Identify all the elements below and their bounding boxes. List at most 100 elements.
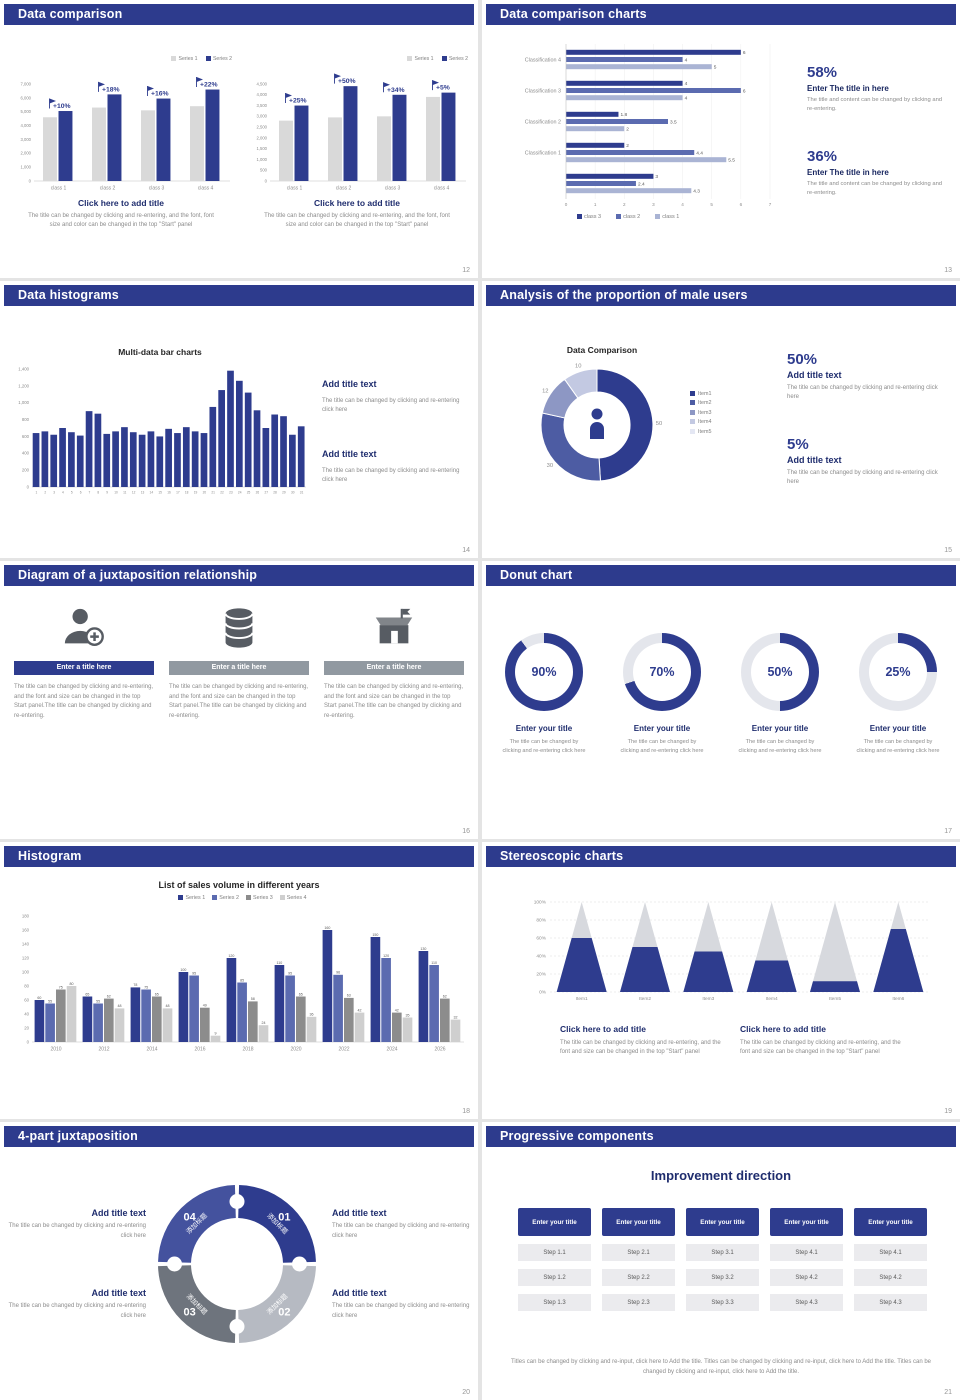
svg-text:class 3: class 3 (385, 186, 401, 192)
grouped-bar-chart: 0 20 40 60 80 100 120 140 160 180 60 55 75 80 2010 65 55… (10, 904, 468, 1056)
svg-text:Classification 2: Classification 2 (525, 119, 561, 125)
svg-text:class 4: class 4 (434, 186, 450, 192)
slide-14[interactable]: Data histograms Multi-data bar charts 0 2… (0, 280, 478, 559)
block-desc: The title can be changed by clicking and… (322, 397, 460, 414)
svg-text:10: 10 (575, 363, 581, 369)
gauge-percent: 25% (869, 643, 927, 702)
step-cell: Step 1.1 (518, 1244, 591, 1262)
bar-chart: 0 200 400 600 800 1,000 1,200 1,400 1 2 3 4 5 6 7 8 9 10 1… (6, 361, 308, 499)
svg-text:80: 80 (70, 982, 74, 986)
svg-text:2018: 2018 (242, 1046, 253, 1052)
svg-text:Classification 3: Classification 3 (525, 88, 561, 94)
legend-item: Item1 (690, 391, 711, 397)
svg-text:class 3: class 3 (149, 186, 165, 192)
svg-text:65: 65 (85, 992, 89, 996)
legend-swatch (279, 894, 285, 900)
gauge-title: Enter your title (633, 724, 691, 734)
legend-swatch (577, 214, 582, 220)
chart-title: Data Comparison (566, 344, 638, 355)
svg-text:30: 30 (547, 463, 553, 469)
svg-text:Item5: Item5 (829, 996, 841, 1002)
gauge-title: Enter your title (515, 724, 573, 734)
item-title-bar: Enter a title here (14, 661, 154, 676)
gauge-column: 25% Enter your title The title can be ch… (848, 633, 948, 755)
footer-note: Titles can be changed by clicking and re… (510, 1359, 931, 1375)
stat-desc: The title and content can be changed by … (807, 97, 943, 112)
text-block: Add title text The title can be changed … (332, 1208, 472, 1241)
svg-text:15: 15 (158, 490, 162, 494)
svg-text:28: 28 (273, 490, 277, 494)
legend-item: Item5 (690, 429, 711, 435)
block-title: Click here to add title (314, 198, 400, 208)
block-desc: The title can be changed by clicking and… (560, 1039, 721, 1056)
slide-13[interactable]: Data comparison charts 0 1 2 3 4 5 6 7 6 4 5 Classi… (482, 0, 960, 278)
svg-text:17: 17 (176, 490, 180, 494)
legend-item: class 1 (648, 214, 679, 220)
svg-text:800: 800 (22, 417, 30, 422)
legend-swatch (690, 428, 695, 434)
slide-title: Progressive components (500, 1129, 654, 1144)
svg-text:2026: 2026 (434, 1046, 445, 1052)
ring-diagram: 01 添加标题 02 添加标题 03 添加标题 04 添加标题 (147, 1174, 327, 1354)
slide-19[interactable]: Stereoscopic charts 0% 20% 40% 60% 80% 100% It… (482, 841, 960, 1120)
block-desc: The title can be changed by clicking and… (322, 467, 460, 484)
svg-text:62: 62 (107, 994, 111, 998)
slide-12[interactable]: Data comparison Series 1 Series 2 0 1,000… (0, 0, 478, 278)
svg-text:4,500: 4,500 (257, 81, 268, 86)
slide-15[interactable]: Analysis of the proportion of male users… (482, 280, 960, 559)
chart-legend: Series 1 Series 2 Series 3 Series 4 (0, 895, 478, 901)
svg-text:4,000: 4,000 (21, 123, 32, 128)
svg-text:Classification 4: Classification 4 (525, 57, 561, 63)
svg-text:02: 02 (278, 1307, 290, 1319)
legend-label: Item1 (698, 390, 712, 397)
section-title: Improvement direction (650, 1168, 792, 1184)
svg-text:3,000: 3,000 (257, 114, 268, 119)
block-title: Click here to add title (740, 1023, 826, 1034)
svg-text:2010: 2010 (50, 1046, 61, 1052)
item-desc: The title can be changed by clicking and… (324, 684, 464, 719)
chart-legend: Series 1 Series 2 (400, 56, 468, 62)
svg-text:1,500: 1,500 (257, 146, 268, 151)
text-block: Click here to add title The title can be… (560, 1024, 725, 1058)
page-number: 21 (944, 1388, 952, 1396)
svg-text:55: 55 (48, 999, 52, 1003)
slide-title-bar: Data comparison (4, 4, 474, 25)
slide-17[interactable]: Donut chart 90% Enter your title The tit… (482, 561, 960, 839)
legend-label: Series 4 (286, 894, 307, 901)
svg-text:5: 5 (714, 65, 717, 71)
svg-text:16: 16 (167, 490, 171, 494)
svg-text:1,000: 1,000 (257, 157, 268, 162)
svg-text:30: 30 (291, 490, 295, 494)
svg-text:14: 14 (150, 490, 154, 494)
donut-chart: 50 30 12 10 (522, 357, 672, 499)
slide-18[interactable]: Histogram List of sales volume in differ… (0, 841, 478, 1120)
svg-text:0: 0 (27, 484, 30, 489)
slide-20[interactable]: 4-part juxtaposition 01 添加标题 02 添加标题 03 添加标题 0… (0, 1122, 478, 1400)
chart-legend: class 3 class 2 class 1 (570, 214, 679, 220)
nurse-icon (64, 609, 104, 647)
svg-text:100: 100 (180, 968, 186, 972)
item-title-bar: Enter a title here (169, 661, 309, 676)
slide-21[interactable]: Progressive components Improvement direc… (482, 1122, 960, 1400)
svg-text:1: 1 (36, 490, 38, 494)
svg-text:31: 31 (300, 490, 304, 494)
svg-text:75: 75 (144, 985, 148, 989)
svg-text:+34%: +34% (387, 87, 405, 94)
slide-16[interactable]: Diagram of a juxtaposition relationship … (0, 561, 478, 839)
svg-text:4.4: 4.4 (696, 150, 703, 156)
cone-chart: 0% 20% 40% 60% 80% 100% Item1 Item2 Item3 Item4 It… (510, 888, 940, 1018)
column-header-button: Enter your title (854, 1208, 927, 1237)
svg-text:120: 120 (228, 954, 234, 958)
svg-text:110: 110 (431, 961, 437, 965)
svg-text:Item6: Item6 (892, 996, 904, 1002)
svg-text:13: 13 (141, 490, 145, 494)
svg-text:4: 4 (685, 81, 688, 87)
donut-gauge: 90% (505, 633, 583, 712)
legend-label: Series 3 (253, 894, 273, 901)
block-title: Add title text (91, 1288, 146, 1299)
legend-label: class 2 (623, 214, 641, 220)
svg-text:600: 600 (22, 433, 30, 438)
slide-title: Data comparison charts (500, 7, 647, 21)
legend-label: Series 2 (448, 56, 468, 62)
